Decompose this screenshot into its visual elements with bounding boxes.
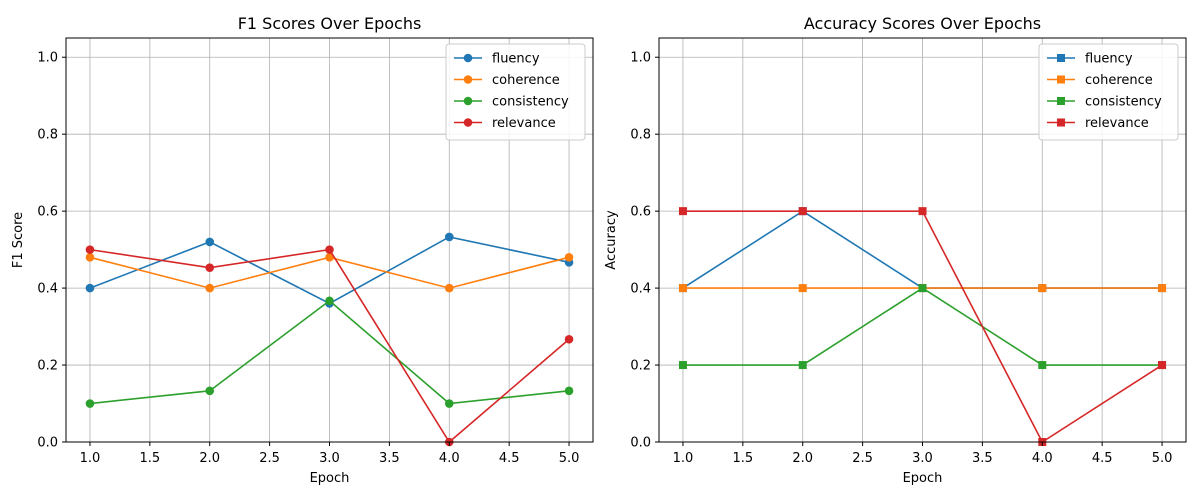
- y-axis-label: F1 Score: [11, 212, 26, 268]
- data-point-coherence: [564, 253, 574, 262]
- y-tick-label: 0.8: [37, 128, 58, 143]
- data-point-fluency: [444, 232, 454, 242]
- x-tick-label: 1.0: [80, 451, 101, 466]
- y-tick-label: 0.2: [37, 359, 58, 374]
- legend-label-coherence: coherence: [492, 73, 560, 88]
- x-tick-label: 3.5: [972, 451, 993, 466]
- legend-marker-consistency: [1057, 97, 1065, 105]
- y-tick-label: 0.2: [630, 359, 651, 374]
- y-tick-label: 0.4: [37, 282, 58, 297]
- x-tick-label: 5.0: [559, 451, 580, 466]
- data-point-coherence: [85, 253, 95, 262]
- data-point-coherence: [444, 283, 454, 293]
- data-point-relevance: [85, 245, 95, 254]
- x-tick-label: 5.0: [1152, 451, 1173, 466]
- legend-marker-consistency: [463, 96, 473, 106]
- data-point-consistency: [205, 386, 215, 396]
- legend-marker-relevance: [1057, 118, 1065, 127]
- y-tick-label: 0.8: [630, 128, 651, 143]
- data-point-relevance: [564, 334, 574, 344]
- x-tick-label: 2.0: [199, 451, 220, 466]
- data-point-coherence: [1038, 284, 1047, 293]
- x-tick-label: 3.5: [379, 451, 400, 466]
- legend-marker-fluency: [463, 53, 473, 63]
- y-tick-label: 0.0: [37, 436, 58, 451]
- x-tick-label: 2.5: [852, 451, 873, 466]
- x-tick-label: 2.0: [792, 451, 813, 466]
- accuracy-chart-panel: 1.0 1.5 2.0 2.5 3.0 3.5 4.0 4.5 5.0 0.0 0.2 0.4 0.6 0…: [604, 14, 1187, 486]
- data-point-coherence: [678, 284, 687, 293]
- y-tick-label: 0.0: [630, 436, 651, 451]
- data-point-relevance: [798, 207, 807, 216]
- legend: fluency coherence consistency relevance: [445, 43, 586, 141]
- legend-marker-coherence: [463, 75, 473, 84]
- legend-label-fluency: fluency: [492, 52, 540, 67]
- legend-marker-fluency: [1057, 54, 1065, 62]
- data-point-relevance: [678, 207, 687, 216]
- data-point-consistency: [564, 386, 574, 396]
- chart-title: Accuracy Scores Over Epochs: [804, 14, 1041, 33]
- legend: fluency coherence consistency relevance: [1038, 43, 1179, 141]
- x-tick-label: 3.0: [912, 451, 933, 466]
- data-point-consistency: [678, 361, 687, 370]
- legend-box: [1038, 43, 1179, 141]
- legend-label-relevance: relevance: [492, 116, 556, 131]
- x-tick-label: 3.0: [319, 451, 340, 466]
- x-tick-label: 4.0: [1032, 451, 1053, 466]
- x-tick-label: 4.0: [439, 451, 460, 466]
- data-point-consistency: [798, 361, 807, 370]
- data-point-relevance: [325, 245, 334, 254]
- legend-label-coherence: coherence: [1085, 73, 1153, 88]
- data-point-fluency: [205, 237, 215, 247]
- chart-title: F1 Scores Over Epochs: [238, 14, 422, 33]
- legend-label-consistency: consistency: [1085, 95, 1162, 110]
- y-axis-label: Accuracy: [604, 210, 619, 270]
- data-point-coherence: [205, 283, 215, 293]
- data-point-relevance: [918, 207, 927, 216]
- x-tick-label: 1.5: [732, 451, 753, 466]
- y-tick-label: 1.0: [630, 51, 651, 66]
- legend-label-fluency: fluency: [1085, 52, 1133, 67]
- y-tick-label: 0.4: [630, 282, 651, 297]
- x-axis-label: Epoch: [903, 471, 943, 486]
- data-point-fluency: [85, 283, 95, 293]
- y-tick-label: 0.6: [630, 205, 651, 220]
- data-point-coherence: [798, 284, 807, 293]
- x-tick-label: 1.0: [673, 451, 694, 466]
- data-point-relevance: [205, 263, 215, 273]
- data-point-consistency: [918, 284, 927, 293]
- legend-box: [445, 43, 586, 141]
- x-axis-label: Epoch: [310, 471, 350, 486]
- data-point-consistency: [1038, 361, 1047, 370]
- data-point-consistency: [325, 296, 334, 306]
- x-tick-label: 1.5: [139, 451, 160, 466]
- x-tick-label: 4.5: [1092, 451, 1113, 466]
- y-tick-label: 1.0: [37, 51, 58, 66]
- data-point-relevance: [1158, 361, 1167, 370]
- data-point-coherence: [1158, 284, 1167, 293]
- f1-chart-panel: 1.0 1.5 2.0 2.5 3.0 3.5 4.0 4.5 5.0 0.0 0.2 0.4 0.6 0…: [11, 14, 594, 486]
- legend-marker-coherence: [1057, 75, 1065, 84]
- data-point-coherence: [325, 253, 334, 262]
- data-point-consistency: [444, 399, 454, 408]
- y-tick-label: 0.6: [37, 205, 58, 220]
- legend-label-relevance: relevance: [1085, 116, 1149, 131]
- x-tick-label: 4.5: [499, 451, 520, 466]
- data-point-consistency: [85, 399, 95, 408]
- legend-marker-relevance: [463, 118, 473, 127]
- x-tick-label: 2.5: [259, 451, 280, 466]
- legend-label-consistency: consistency: [492, 95, 569, 110]
